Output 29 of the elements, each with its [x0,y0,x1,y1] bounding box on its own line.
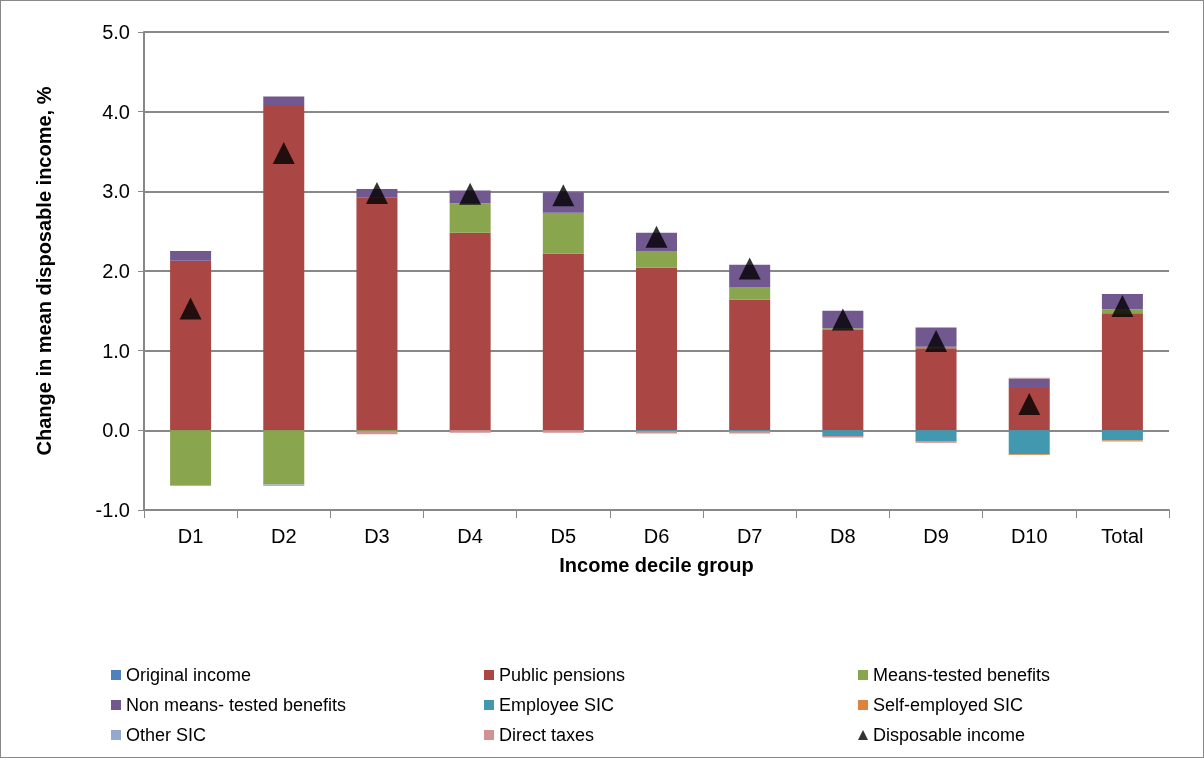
x-tick-label: D3 [364,525,390,547]
y-tick-label: 2.0 [102,260,130,282]
legend-label: Direct taxes [499,725,595,745]
x-tick-label: D6 [643,525,670,547]
x-axis-title: Income decile group [559,554,754,576]
legend-label: Disposable income [873,725,1026,745]
x-tick-label: D2 [270,525,297,547]
y-tick-label: 5.0 [102,21,130,43]
y-tick-label: 3.0 [102,180,130,203]
x-tick-label: D4 [457,525,483,547]
legend-label: Means-tested benefits [873,665,1051,685]
legend-label: Employee SIC [499,695,615,715]
x-tick-label: D10 [1010,525,1048,547]
legend-label: Original income [126,665,252,685]
legend-label: Self-employed SIC [873,695,1024,715]
y-tick-label: 1.0 [102,339,130,362]
x-tick-label: Total [1101,525,1144,547]
x-tick-label: D9 [923,525,949,547]
y-axis-title: Change in mean disposable income, % [33,86,55,456]
y-tick-label: 4.0 [102,100,130,123]
x-tick-label: D5 [550,525,577,547]
x-tick-label: D7 [736,525,763,547]
x-tick-label: D8 [830,525,856,547]
legend-label: Public pensions [499,665,626,685]
y-tick-label: -1.0 [95,499,130,521]
x-tick-label: D1 [177,525,204,547]
y-tick-label: 0.0 [102,419,130,442]
legend-label: Non means- tested benefits [126,695,347,715]
legend-label: Other SIC [126,725,207,745]
